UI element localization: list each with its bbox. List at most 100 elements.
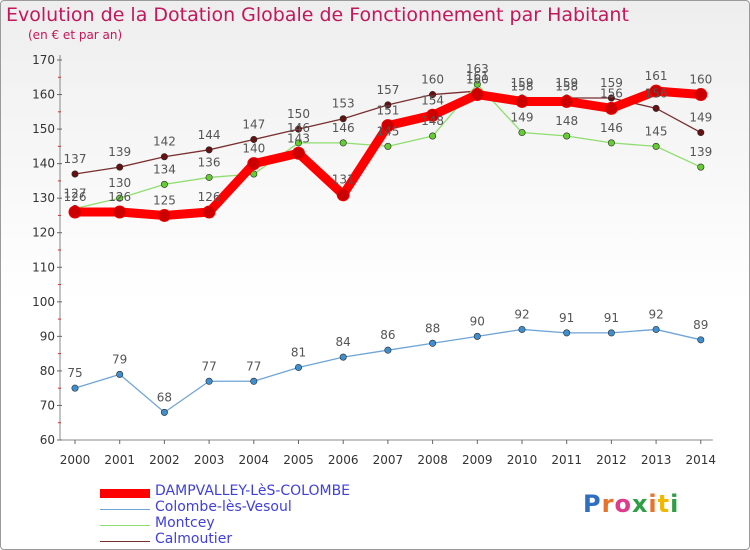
data-label-dampvalley-les-colombe: 131 xyxy=(332,173,355,187)
data-label-montcey: 146 xyxy=(332,121,355,135)
data-label-calmoutier: 161 xyxy=(466,69,489,83)
y-tick-label: 110 xyxy=(32,260,55,274)
data-label-calmoutier: 142 xyxy=(153,135,176,149)
data-label-dampvalley-les-colombe: 161 xyxy=(645,69,668,83)
data-point-dampvalley-les-colombe xyxy=(649,84,663,98)
y-tick-label: 60 xyxy=(40,433,55,447)
y-tick-label: 130 xyxy=(32,191,55,205)
x-tick-label: 2001 xyxy=(104,453,135,467)
data-label-calmoutier: 149 xyxy=(689,111,712,125)
data-point-dampvalley-les-colombe xyxy=(113,205,127,219)
x-tick-label: 2003 xyxy=(194,453,225,467)
x-tick-label: 2000 xyxy=(60,453,91,467)
legend-swatch xyxy=(100,541,150,542)
data-point-montcey xyxy=(518,129,526,137)
y-tick-label: 140 xyxy=(32,157,55,171)
data-point-calmoutier xyxy=(384,101,392,109)
data-label-calmoutier: 153 xyxy=(332,97,355,111)
chart-subtitle: (en € et par an) xyxy=(28,28,123,42)
x-tick-label: 2005 xyxy=(283,453,314,467)
data-label-colombe-les-vesoul: 92 xyxy=(514,307,529,321)
data-label-calmoutier: 144 xyxy=(198,128,221,142)
y-tick-label: 160 xyxy=(32,88,55,102)
data-point-colombe-les-vesoul xyxy=(294,363,302,371)
data-point-colombe-les-vesoul xyxy=(518,325,526,333)
data-label-dampvalley-les-colombe: 154 xyxy=(421,93,444,107)
data-label-dampvalley-les-colombe: 160 xyxy=(466,73,489,87)
data-point-dampvalley-les-colombe xyxy=(247,157,261,171)
legend-label: Calmoutier xyxy=(155,531,233,547)
y-tick-label: 80 xyxy=(40,364,55,378)
data-label-calmoutier: 147 xyxy=(242,117,265,131)
data-point-calmoutier xyxy=(339,115,347,123)
data-label-colombe-les-vesoul: 89 xyxy=(693,318,708,332)
data-label-colombe-les-vesoul: 77 xyxy=(246,359,261,373)
x-tick-label: 2012 xyxy=(596,453,627,467)
y-tick-label: 90 xyxy=(40,329,55,343)
data-label-colombe-les-vesoul: 88 xyxy=(425,321,440,335)
proxiti-logo: Proxiti xyxy=(583,490,680,518)
data-label-colombe-les-vesoul: 91 xyxy=(559,311,574,325)
y-tick-label: 150 xyxy=(32,122,55,136)
data-label-calmoutier: 139 xyxy=(108,145,131,159)
legend-swatch xyxy=(100,509,150,510)
data-label-dampvalley-les-colombe: 126 xyxy=(198,190,221,204)
data-label-colombe-les-vesoul: 79 xyxy=(112,352,127,366)
data-label-colombe-les-vesoul: 81 xyxy=(291,345,306,359)
legend-label: DAMPVALLEY-LèS-COLOMBE xyxy=(155,483,351,499)
data-point-montcey xyxy=(116,194,124,202)
data-label-montcey: 127 xyxy=(64,187,87,201)
x-tick-label: 2013 xyxy=(641,453,672,467)
data-label-calmoutier: 156 xyxy=(645,86,668,100)
data-point-montcey xyxy=(160,180,168,188)
data-point-calmoutier xyxy=(250,135,258,143)
data-point-colombe-les-vesoul xyxy=(384,346,392,354)
data-label-dampvalley-les-colombe: 151 xyxy=(376,104,399,118)
x-tick-label: 2014 xyxy=(686,453,717,467)
data-label-montcey: 145 xyxy=(376,124,399,138)
data-point-dampvalley-les-colombe xyxy=(470,88,484,102)
data-label-dampvalley-les-colombe: 158 xyxy=(555,79,578,93)
data-label-dampvalley-les-colombe: 160 xyxy=(689,73,712,87)
data-label-calmoutier: 159 xyxy=(600,76,623,90)
legend-item-dampvalley-les-colombe: DAMPVALLEY-LèS-COLOMBE xyxy=(100,483,400,500)
data-label-dampvalley-les-colombe: 125 xyxy=(153,193,176,207)
data-point-colombe-les-vesoul xyxy=(697,336,705,344)
data-label-dampvalley-les-colombe: 143 xyxy=(287,131,310,145)
legend-item-calmoutier: Calmoutier xyxy=(100,531,400,548)
data-label-dampvalley-les-colombe: 140 xyxy=(242,142,265,156)
chart-title: Evolution de la Dotation Globale de Fonc… xyxy=(6,4,629,26)
data-point-calmoutier xyxy=(429,91,437,99)
x-tick-label: 2010 xyxy=(507,453,538,467)
data-point-dampvalley-les-colombe xyxy=(292,146,305,160)
data-label-montcey: 130 xyxy=(108,176,131,190)
x-tick-label: 2007 xyxy=(373,453,404,467)
legend-item-montcey: Montcey xyxy=(100,515,400,532)
y-tick-label: 120 xyxy=(32,226,55,240)
data-point-dampvalley-les-colombe xyxy=(426,108,440,122)
data-label-colombe-les-vesoul: 75 xyxy=(67,366,82,380)
data-point-montcey xyxy=(294,139,302,147)
data-point-calmoutier xyxy=(697,129,705,137)
data-point-colombe-les-vesoul xyxy=(160,408,168,416)
data-point-calmoutier xyxy=(652,104,660,112)
data-label-calmoutier: 137 xyxy=(64,152,87,166)
data-label-montcey: 163 xyxy=(466,62,489,76)
y-tick-label: 100 xyxy=(32,295,55,309)
data-label-montcey: 146 xyxy=(600,121,623,135)
data-label-dampvalley-les-colombe: 158 xyxy=(511,79,534,93)
data-point-calmoutier xyxy=(294,125,302,133)
data-label-colombe-les-vesoul: 92 xyxy=(648,307,663,321)
data-point-dampvalley-les-colombe xyxy=(560,94,574,108)
data-point-dampvalley-les-colombe xyxy=(604,101,618,115)
data-label-calmoutier: 159 xyxy=(511,76,534,90)
data-point-montcey xyxy=(473,80,481,88)
data-point-dampvalley-les-colombe xyxy=(381,119,395,133)
legend-swatch xyxy=(100,525,150,526)
data-point-montcey xyxy=(429,132,437,140)
data-point-colombe-les-vesoul xyxy=(205,377,213,385)
y-tick-label: 170 xyxy=(32,53,55,67)
data-label-montcey: 146 xyxy=(287,121,310,135)
data-point-montcey xyxy=(205,173,213,181)
